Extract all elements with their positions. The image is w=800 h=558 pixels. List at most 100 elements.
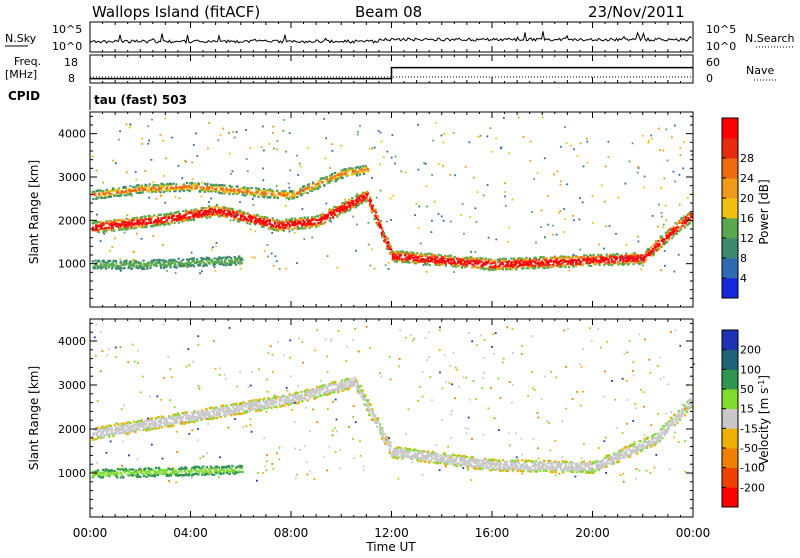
- velocity-echo-cell: [323, 394, 325, 396]
- power-echo-cell: [419, 258, 421, 260]
- power-echo-cell: [376, 197, 378, 199]
- power-echo-cell: [586, 138, 588, 140]
- velocity-echo-cell: [98, 429, 100, 431]
- power-echo-cell: [508, 152, 510, 154]
- power-echo-cell: [168, 223, 170, 225]
- velocity-echo-cell: [236, 413, 238, 415]
- power-echo-cell: [497, 259, 499, 261]
- power-echo-cell: [236, 131, 238, 133]
- power-echo-cell: [194, 184, 196, 186]
- power-echo-cell: [643, 258, 645, 260]
- power-echo-cell: [191, 182, 193, 184]
- power-echo-cell: [412, 252, 414, 254]
- velocity-echo-cell: [320, 388, 322, 390]
- power-echo-cell: [148, 186, 150, 188]
- power-echo-cell: [258, 221, 260, 223]
- power-echo-cell: [690, 216, 692, 218]
- velocity-echo-cell: [355, 380, 357, 382]
- power-echo-cell: [507, 268, 509, 270]
- velocity-echo-cell: [189, 421, 191, 423]
- power-echo-cell: [316, 219, 318, 221]
- power-echo-cell: [474, 207, 476, 209]
- power-echo-cell: [392, 255, 394, 257]
- power-echo-cell: [211, 187, 213, 189]
- power-echo-cell: [185, 217, 187, 219]
- power-echo-cell: [206, 264, 208, 266]
- power-echo-cell: [240, 187, 242, 189]
- power-echo-cell: [675, 227, 677, 229]
- power-echo-cell: [191, 162, 193, 164]
- power-echo-cell: [208, 122, 210, 124]
- power-echo-cell: [590, 260, 592, 262]
- velocity-echo-cell: [107, 430, 109, 432]
- power-echo-cell: [160, 217, 162, 219]
- power-echo-cell: [545, 267, 547, 269]
- power-echo-cell: [619, 260, 621, 262]
- power-echo-cell: [357, 131, 359, 133]
- power-echo-cell: [573, 254, 575, 256]
- power-echo-cell: [609, 225, 611, 227]
- power-echo-cell: [198, 183, 200, 185]
- power-echo-cell: [141, 216, 143, 218]
- velocity-echo-cell: [210, 415, 212, 417]
- power-echo-cell: [147, 190, 149, 192]
- power-echo-cell: [278, 224, 280, 226]
- power-echo-cell: [370, 265, 372, 267]
- power-echo-cell: [532, 267, 534, 269]
- velocity-echo-cell: [316, 386, 318, 388]
- power-echo-cell: [672, 235, 674, 237]
- power-echo-cell: [96, 170, 98, 172]
- power-echo-cell: [124, 232, 126, 234]
- power-echo-cell: [165, 158, 167, 160]
- power-echo-cell: [426, 186, 428, 188]
- power-echo-cell: [263, 188, 265, 190]
- power-echo-cell: [276, 190, 278, 192]
- power-echo-cell: [255, 221, 257, 223]
- power-echo-cell: [289, 170, 291, 172]
- power-echo-cell: [575, 265, 577, 267]
- power-echo-cell: [133, 265, 135, 267]
- power-echo-cell: [676, 233, 678, 235]
- power-echo-cell: [331, 177, 333, 179]
- power-echo-cell: [147, 125, 149, 127]
- nsky-tick-bottom: 10^0: [52, 40, 82, 53]
- velocity-echo-cell: [243, 401, 245, 403]
- power-echo-cell: [268, 220, 270, 222]
- power-echo-cell: [198, 265, 200, 267]
- velocity-echo-cell: [276, 396, 278, 398]
- power-echo-cell: [341, 173, 343, 175]
- power-echo-cell: [285, 151, 287, 153]
- power-echo-cell: [343, 173, 345, 175]
- power-echo-cell: [239, 263, 241, 265]
- power-echo-cell: [229, 153, 231, 155]
- power-echo-cell: [544, 236, 546, 238]
- power-echo-cell: [140, 225, 142, 227]
- power-echo-cell: [579, 260, 581, 262]
- power-echo-cell: [628, 259, 630, 261]
- power-echo-cell: [434, 255, 436, 257]
- power-echo-cell: [568, 270, 570, 272]
- power-echo-cell: [469, 262, 471, 264]
- power-echo-cell: [349, 169, 351, 171]
- power-echo-cell: [160, 267, 162, 269]
- power-echo-cell: [485, 258, 487, 260]
- power-echo-cell: [294, 218, 296, 220]
- nsearch-label: N.Search: [745, 32, 795, 45]
- nsky-label: N.Sky: [5, 32, 37, 45]
- power-echo-cell: [280, 228, 282, 230]
- power-echo-cell: [117, 219, 119, 221]
- velocity-echo-layer: [92, 324, 695, 484]
- power-echo-cell: [238, 255, 240, 257]
- power-echo-cell: [412, 261, 414, 263]
- velocity-echo-cell: [137, 420, 139, 422]
- power-echo-cell: [441, 216, 443, 218]
- power-echo-cell: [425, 258, 427, 260]
- power-echo-cell: [132, 217, 134, 219]
- power-echo-cell: [521, 257, 523, 259]
- velocity-echo-cell: [333, 391, 335, 393]
- power-echo-cell: [440, 254, 442, 256]
- power-echo-cell: [273, 229, 275, 231]
- power-echo-cell: [160, 195, 162, 197]
- velocity-echo-cell: [363, 403, 365, 405]
- cpid-program: tau (fast) 503: [94, 93, 187, 107]
